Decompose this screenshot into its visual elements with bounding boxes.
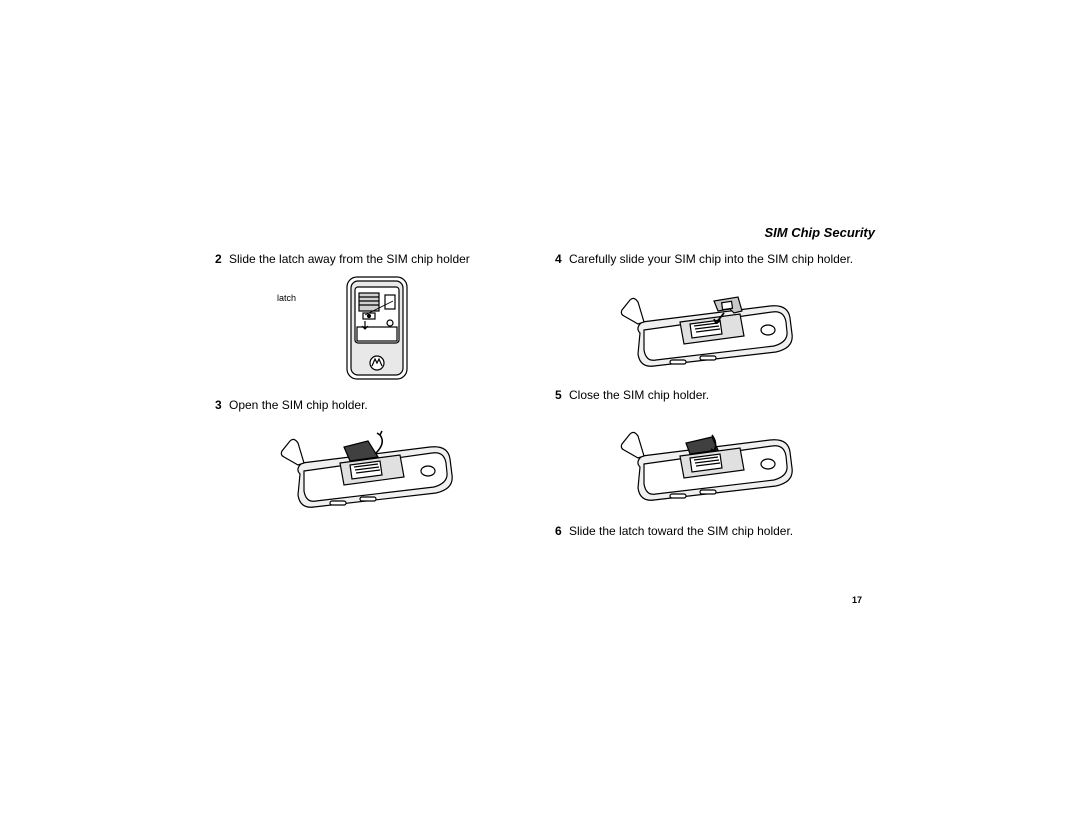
page-number: 17 [852,595,862,605]
step-text: Slide the latch toward the SIM chip hold… [569,523,865,539]
step-text: Open the SIM chip holder. [229,397,525,413]
step-number: 5 [555,387,569,403]
phone-close-holder-icon [620,409,800,509]
step-4: 4 Carefully slide your SIM chip into the… [555,251,865,373]
left-column: 2 Slide the latch away from the SIM chip… [215,251,525,533]
phone-open-holder-icon [280,419,460,519]
section-title: SIM Chip Security [764,225,875,240]
step-5: 5 Close the SIM chip holder. [555,387,865,509]
step-number: 3 [215,397,229,413]
figure-step4 [555,273,865,373]
step-6: 6 Slide the latch toward the SIM chip ho… [555,523,865,539]
step-number: 6 [555,523,569,539]
right-column: 4 Carefully slide your SIM chip into the… [555,251,865,548]
figure-step2: latch [215,273,525,383]
step-text: Close the SIM chip holder. [569,387,865,403]
step-3: 3 Open the SIM chip holder. [215,397,525,519]
step-text: Slide the latch away from the SIM chip h… [229,251,525,267]
figure-step5 [555,409,865,509]
phone-back-icon [315,273,425,383]
manual-page: SIM Chip Security 2 Slide the latch away… [215,225,875,625]
phone-insert-sim-icon [620,273,800,373]
step-number: 2 [215,251,229,267]
latch-label: latch [277,293,296,303]
figure-step3 [215,419,525,519]
step-text: Carefully slide your SIM chip into the S… [569,251,865,267]
step-2: 2 Slide the latch away from the SIM chip… [215,251,525,383]
step-number: 4 [555,251,569,267]
